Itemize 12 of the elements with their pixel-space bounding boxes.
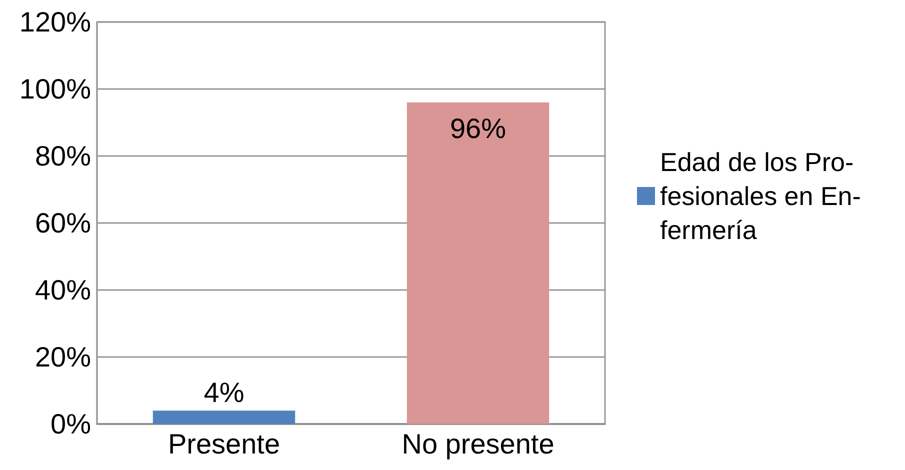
- y-tick-label: 100%: [19, 74, 91, 104]
- data-label: 4%: [204, 377, 244, 408]
- x-tick-label: Presente: [168, 428, 280, 460]
- y-tick-label: 0%: [50, 408, 91, 440]
- y-tick-label: 80%: [34, 140, 91, 172]
- data-label: 96%: [450, 112, 506, 144]
- y-tick-label: 120%: [19, 6, 91, 38]
- y-tick-label: 40%: [34, 274, 91, 306]
- y-tick-label: 20%: [34, 342, 91, 372]
- y-tick-label: 60%: [34, 208, 91, 238]
- x-tick-label: No presente: [402, 428, 554, 460]
- legend-label: Edad de los Pro-fesionales en En-fermería: [660, 147, 861, 245]
